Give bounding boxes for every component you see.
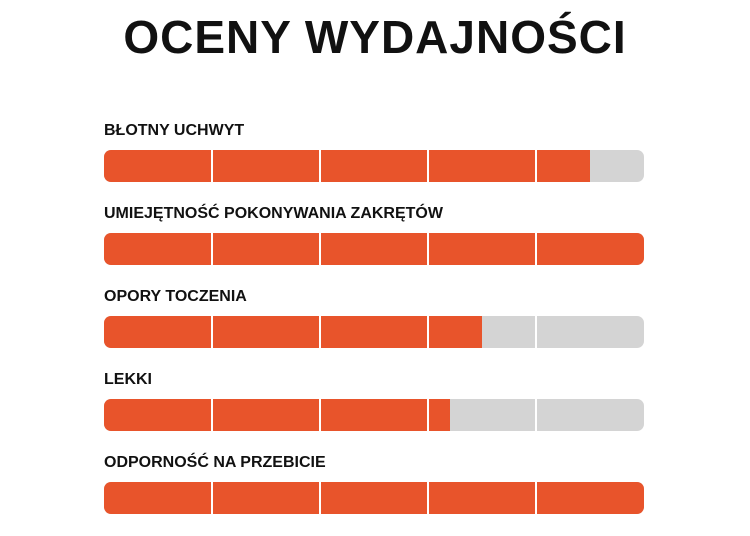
rating-bar-divider	[427, 233, 429, 265]
rating-label: UMIEJĘTNOŚĆ POKONYWANIA ZAKRĘTÓW	[104, 205, 443, 222]
rating-bar-divider	[319, 482, 321, 514]
rating-bar-divider	[427, 150, 429, 182]
rating-bar-divider	[211, 150, 213, 182]
rating-bar-fill	[104, 399, 450, 431]
rating-bar-divider	[427, 316, 429, 348]
rating-bar-fill	[104, 482, 644, 514]
rating-bar-divider	[319, 399, 321, 431]
rating-bar-divider	[427, 482, 429, 514]
rating-bar-divider	[535, 482, 537, 514]
rating-bar-divider	[211, 482, 213, 514]
rating-lightweight: LEKKI	[104, 370, 644, 453]
rating-bar-fill	[104, 150, 590, 182]
rating-bar-divider	[319, 233, 321, 265]
rating-cornering: UMIEJĘTNOŚĆ POKONYWANIA ZAKRĘTÓW	[104, 204, 644, 287]
rating-bar	[104, 233, 644, 265]
rating-label: BŁOTNY UCHWYT	[104, 122, 245, 139]
rating-bar-fill	[104, 233, 644, 265]
rating-bar-divider	[211, 399, 213, 431]
page-title: OCENY WYDAJNOŚCI	[123, 11, 627, 63]
rating-label: OPORY TOCZENIA	[104, 288, 247, 305]
rating-bar-divider	[535, 233, 537, 265]
rating-bar-divider	[319, 316, 321, 348]
rating-mud-grip: BŁOTNY UCHWYT	[104, 121, 644, 204]
rating-bar	[104, 482, 644, 514]
rating-rolling-resistance: OPORY TOCZENIA	[104, 287, 644, 370]
rating-label: ODPORNOŚĆ NA PRZEBICIE	[104, 454, 326, 471]
rating-bar-fill	[104, 316, 482, 348]
rating-bar	[104, 399, 644, 431]
rating-label: LEKKI	[104, 371, 152, 388]
rating-bar-divider	[319, 150, 321, 182]
rating-bar-divider	[535, 399, 537, 431]
rating-bar-divider	[535, 316, 537, 348]
rating-bar-divider	[211, 316, 213, 348]
ratings-list: BŁOTNY UCHWYT UMIEJĘTNOŚĆ POKONYWANIA ZA…	[104, 121, 644, 536]
rating-bar-divider	[427, 399, 429, 431]
rating-bar-divider	[535, 150, 537, 182]
rating-bar-divider	[211, 233, 213, 265]
rating-bar	[104, 316, 644, 348]
rating-puncture-resistance: ODPORNOŚĆ NA PRZEBICIE	[104, 453, 644, 536]
rating-bar	[104, 150, 644, 182]
